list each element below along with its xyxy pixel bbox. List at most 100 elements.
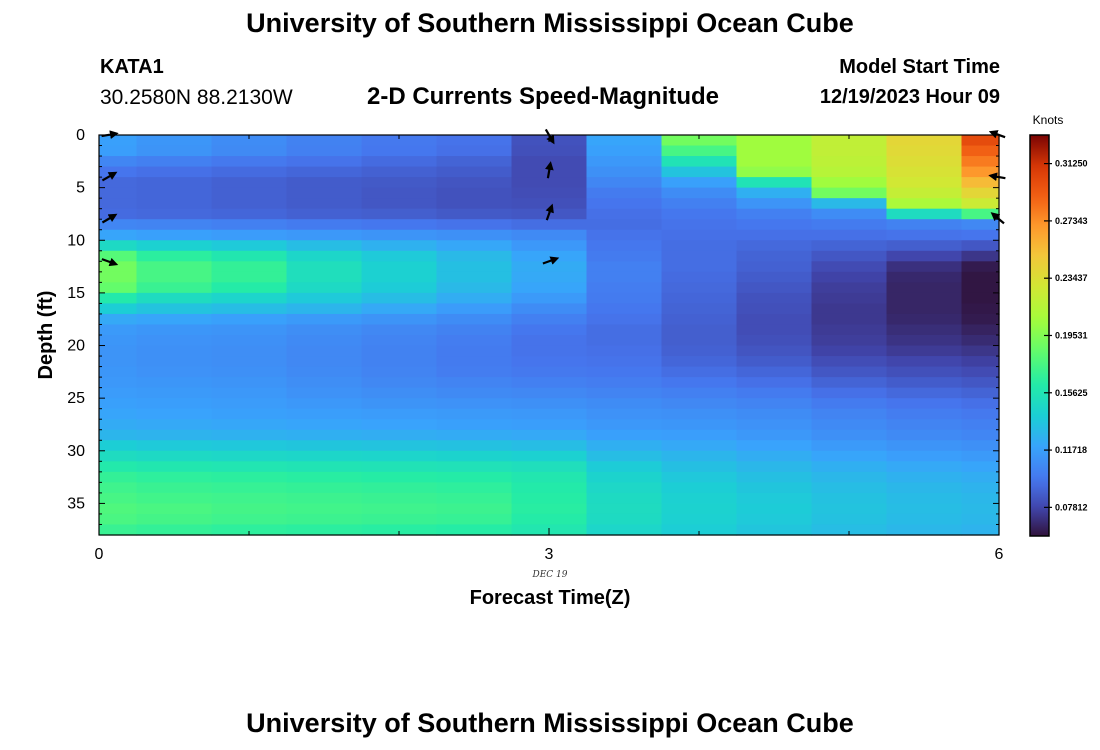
heatmap-cell — [886, 166, 963, 178]
heatmap-cell — [286, 271, 363, 283]
colorbar-tick-label: 0.11718 — [1055, 445, 1087, 455]
heatmap-cell — [361, 271, 438, 283]
heatmap-cell — [586, 419, 663, 431]
heatmap-cell — [886, 335, 963, 347]
heatmap-cell — [211, 440, 288, 452]
colorbar-title: Knots — [1033, 113, 1064, 127]
heatmap-cell — [661, 492, 738, 505]
heatmap-cell — [211, 282, 288, 294]
heatmap-cell — [286, 229, 363, 241]
heatmap-cell — [511, 324, 588, 336]
heatmap-cell — [361, 282, 438, 294]
heatmap-cell — [736, 450, 813, 462]
heatmap-cell — [136, 503, 213, 515]
heatmap-cell — [436, 471, 513, 483]
y-tick-label: 10 — [67, 232, 85, 249]
heatmap-cell — [286, 419, 363, 431]
heatmap-cell — [361, 187, 438, 199]
heatmap-cell — [736, 419, 813, 431]
heatmap-cell — [961, 419, 1000, 431]
heatmap-cell — [436, 461, 513, 473]
heatmap-cell — [511, 440, 588, 452]
heatmap-cell — [811, 219, 888, 231]
heatmap-cell — [211, 356, 288, 368]
y-tick-label: 0 — [76, 127, 85, 144]
heatmap-cell — [961, 219, 1000, 231]
heatmap-cell — [211, 387, 288, 399]
heatmap-cell — [361, 198, 438, 210]
heatmap-cell — [361, 345, 438, 357]
heatmap-cell — [661, 429, 738, 441]
heatmap-cell — [511, 387, 588, 399]
heatmap-cell — [961, 524, 1000, 536]
heatmap-cell — [99, 208, 138, 220]
heatmap-cell — [586, 261, 663, 273]
y-axis: 0 5 10 15 20 25 30 35 — [67, 127, 999, 536]
heatmap-cell — [211, 419, 288, 431]
heatmap-cell — [886, 345, 963, 357]
heatmap-cell — [436, 335, 513, 347]
heatmap-cell — [736, 398, 813, 410]
colorbar-tick-label: 0.07812 — [1055, 502, 1088, 512]
heatmap-cell — [661, 240, 738, 252]
heatmap-cell — [99, 240, 138, 252]
heatmap-cell — [586, 177, 663, 189]
heatmap-cell — [286, 387, 363, 399]
heatmap-cell — [961, 503, 1000, 515]
heatmap-cell — [811, 166, 888, 178]
heatmap-cell — [586, 503, 663, 515]
heatmap-cell — [361, 419, 438, 431]
heatmap-cell — [961, 271, 1000, 283]
heatmap-cell — [99, 156, 138, 168]
heatmap-cell — [436, 492, 513, 505]
heatmap-cell — [661, 313, 738, 326]
heatmap-cell — [961, 366, 1000, 378]
heatmap-cell — [361, 177, 438, 189]
heatmap-cell — [886, 229, 963, 241]
heatmap-cell — [586, 366, 663, 378]
heatmap-cell — [736, 292, 813, 305]
y-tick-label: 5 — [76, 180, 85, 197]
heatmap-cell — [99, 219, 138, 231]
heatmap-cell — [99, 145, 138, 157]
heatmap-cell — [511, 482, 588, 494]
heatmap-cell — [886, 408, 963, 420]
heatmap-cell — [99, 503, 138, 515]
heatmap-cell — [886, 492, 963, 505]
y-axis-label: Depth (ft) — [35, 291, 57, 380]
heatmap-cell — [586, 187, 663, 199]
heatmap-cell — [811, 250, 888, 262]
heatmap-cell — [136, 324, 213, 336]
heatmap-cell — [99, 492, 138, 505]
heatmap-cell — [436, 208, 513, 220]
heatmap-cell — [811, 208, 888, 220]
heatmap-cell — [961, 377, 1000, 389]
current-vector-arrow — [545, 161, 554, 179]
heatmap-cell — [811, 440, 888, 452]
heatmap-cell — [436, 229, 513, 241]
colorbar-tick-label: 0.23437 — [1055, 273, 1088, 283]
heatmap-cell — [736, 240, 813, 252]
heatmap-cell — [811, 187, 888, 199]
heatmap-cell — [661, 461, 738, 473]
heatmap-cell — [361, 156, 438, 168]
x-axis-label: Forecast Time(Z) — [470, 587, 631, 609]
heatmap-cell — [886, 366, 963, 378]
heatmap-cell — [886, 177, 963, 189]
heatmap-cell — [286, 440, 363, 452]
heatmap-cell — [811, 345, 888, 357]
heatmap-cell — [511, 419, 588, 431]
heatmap-cell — [736, 219, 813, 231]
current-vector-arrow — [542, 256, 560, 265]
heatmap-cell — [211, 366, 288, 378]
heatmap-cell — [511, 229, 588, 241]
colorbar-tick-label: 0.19531 — [1055, 330, 1088, 340]
heatmap-cell — [661, 271, 738, 283]
heatmap-cell — [211, 261, 288, 273]
heatmap-cells — [99, 135, 1000, 536]
heatmap-cell — [99, 366, 138, 378]
heatmap-cell — [961, 292, 1000, 305]
heatmap-cell — [586, 156, 663, 168]
heatmap-cell — [586, 250, 663, 262]
heatmap-cell — [811, 408, 888, 420]
